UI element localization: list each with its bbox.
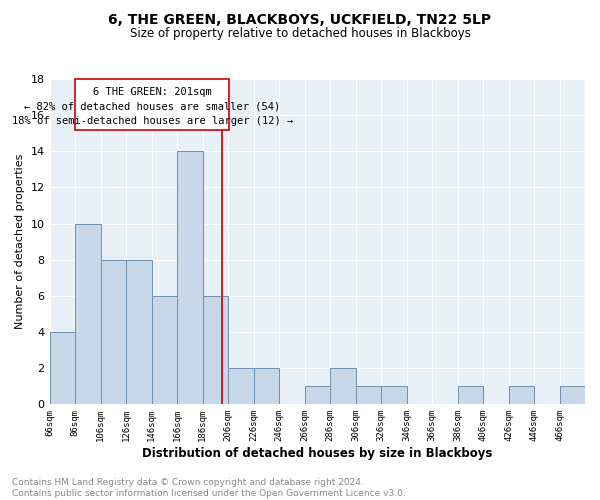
Bar xyxy=(458,386,483,404)
Bar xyxy=(305,386,330,404)
Y-axis label: Number of detached properties: Number of detached properties xyxy=(15,154,25,330)
Bar xyxy=(560,386,585,404)
Bar xyxy=(177,152,203,404)
FancyBboxPatch shape xyxy=(75,79,229,130)
Bar xyxy=(75,224,101,404)
Text: ← 82% of detached houses are smaller (54): ← 82% of detached houses are smaller (54… xyxy=(24,102,280,112)
Text: 6 THE GREEN: 201sqm: 6 THE GREEN: 201sqm xyxy=(93,87,212,97)
Bar xyxy=(126,260,152,404)
Bar xyxy=(50,332,75,404)
Text: 18% of semi-detached houses are larger (12) →: 18% of semi-detached houses are larger (… xyxy=(11,116,293,126)
Bar xyxy=(152,296,177,405)
Bar xyxy=(254,368,279,405)
Text: 6, THE GREEN, BLACKBOYS, UCKFIELD, TN22 5LP: 6, THE GREEN, BLACKBOYS, UCKFIELD, TN22 … xyxy=(109,12,491,26)
Text: Contains HM Land Registry data © Crown copyright and database right 2024.
Contai: Contains HM Land Registry data © Crown c… xyxy=(12,478,406,498)
Bar xyxy=(509,386,534,404)
Bar xyxy=(330,368,356,405)
Bar xyxy=(203,296,228,405)
Bar xyxy=(381,386,407,404)
Bar xyxy=(228,368,254,405)
Bar xyxy=(356,386,381,404)
Bar xyxy=(101,260,126,404)
X-axis label: Distribution of detached houses by size in Blackboys: Distribution of detached houses by size … xyxy=(142,447,493,460)
Text: Size of property relative to detached houses in Blackboys: Size of property relative to detached ho… xyxy=(130,28,470,40)
